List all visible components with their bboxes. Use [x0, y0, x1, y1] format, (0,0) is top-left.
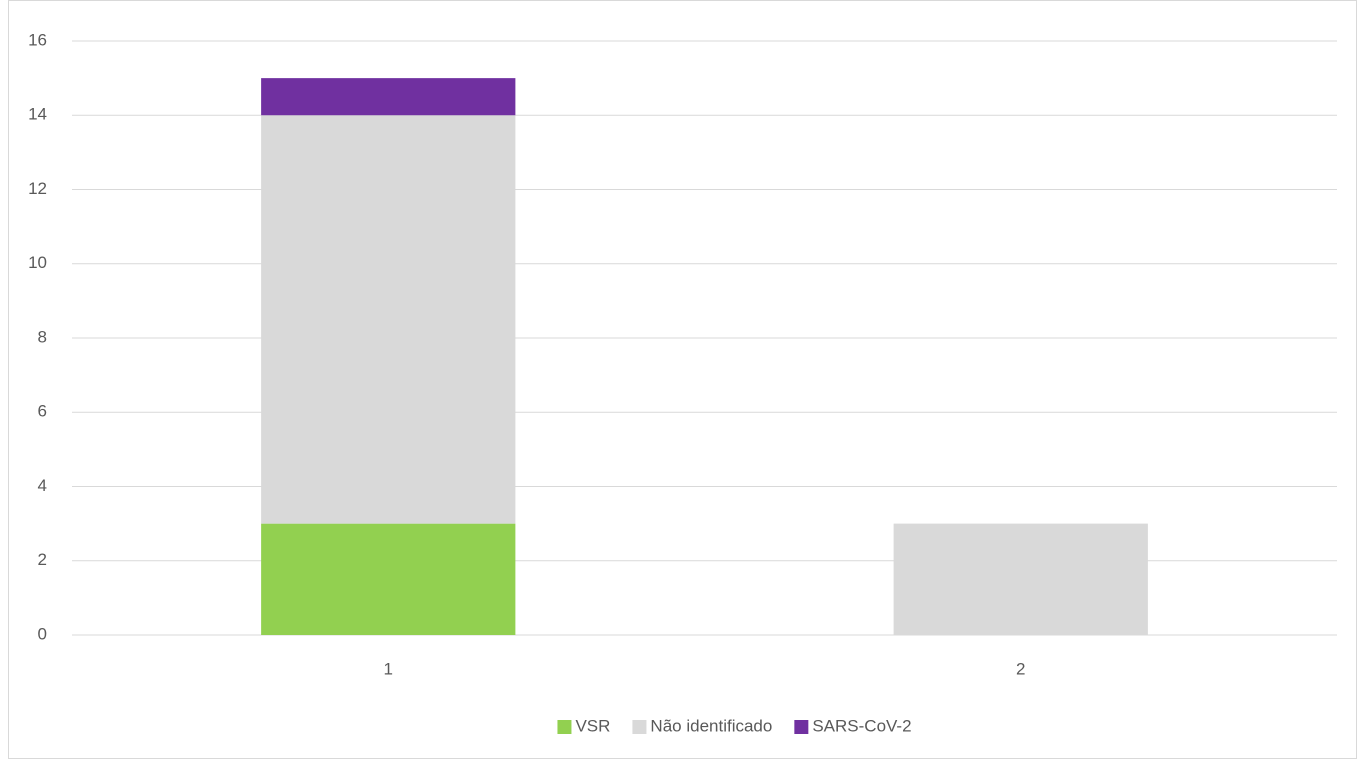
bar-segment: [261, 523, 516, 635]
legend-swatch: [557, 720, 572, 734]
legend-label: SARS-CoV-2: [812, 716, 911, 735]
bar-segment: [893, 523, 1148, 635]
y-tick-label: 0: [38, 624, 47, 643]
y-tick-label: 14: [28, 105, 47, 124]
y-tick-label: 10: [28, 253, 47, 272]
y-tick-label: 8: [38, 327, 47, 346]
y-tick-label: 4: [38, 476, 47, 495]
y-tick-label: 12: [28, 179, 47, 198]
bar-segment: [261, 115, 516, 524]
legend-swatch: [794, 720, 809, 734]
legend-label: Não identificado: [650, 716, 772, 735]
bar-segment: [261, 78, 516, 116]
y-tick-label: 16: [28, 30, 47, 49]
y-tick-label: 2: [38, 550, 47, 569]
legend-swatch: [632, 720, 647, 734]
chart-frame: [8, 0, 1357, 759]
x-tick-label: 2: [1016, 659, 1025, 678]
legend-label: VSR: [575, 716, 610, 735]
y-tick-label: 6: [38, 402, 47, 421]
x-tick-label: 1: [384, 659, 393, 678]
